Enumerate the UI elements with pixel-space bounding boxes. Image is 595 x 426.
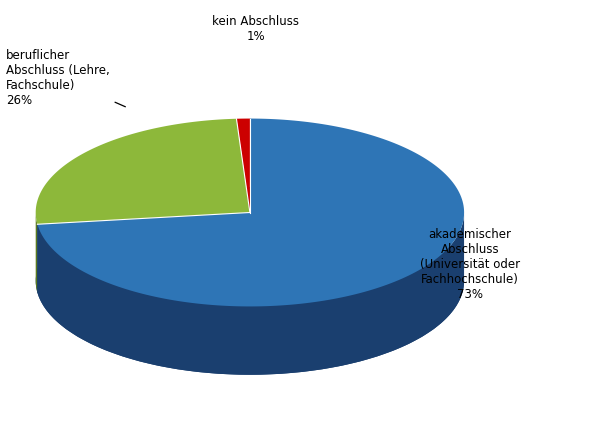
Polygon shape — [37, 213, 250, 293]
Polygon shape — [37, 213, 250, 293]
Ellipse shape — [36, 187, 464, 375]
Text: kein Abschluss
1%: kein Abschluss 1% — [212, 15, 299, 43]
Polygon shape — [36, 213, 37, 293]
Text: beruflicher
Abschluss (Lehre,
Fachschule)
26%: beruflicher Abschluss (Lehre, Fachschule… — [6, 49, 126, 107]
Polygon shape — [37, 215, 464, 375]
Text: akademischer
Abschluss
(Universität oder
Fachhochschule)
73%: akademischer Abschluss (Universität oder… — [420, 228, 520, 300]
Polygon shape — [236, 119, 250, 213]
Polygon shape — [36, 119, 250, 225]
Polygon shape — [37, 119, 464, 307]
